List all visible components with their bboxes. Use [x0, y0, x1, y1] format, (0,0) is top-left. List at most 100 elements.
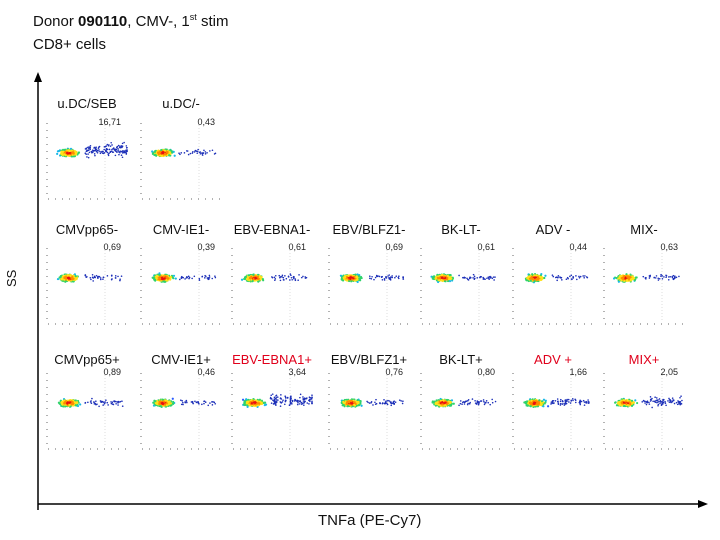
event-dot — [281, 274, 284, 277]
event-dot — [118, 153, 120, 156]
event-dot — [156, 274, 159, 277]
event-dot — [96, 151, 99, 154]
gate-percentage: 0,39 — [197, 242, 215, 252]
event-dot — [101, 150, 103, 153]
event-dot — [121, 142, 124, 145]
event-dot — [87, 153, 89, 155]
event-dot — [112, 147, 114, 150]
event-dot — [294, 398, 296, 401]
event-dot — [489, 277, 492, 279]
event-dot — [388, 400, 391, 402]
event-dot — [258, 398, 261, 401]
event-dot — [90, 150, 93, 153]
event-dot — [110, 274, 113, 277]
event-dot — [211, 277, 214, 280]
event-dot — [243, 277, 246, 281]
event-dot — [165, 404, 168, 407]
event-dot — [290, 274, 292, 277]
event-dot — [311, 394, 313, 396]
event-dot — [393, 400, 395, 403]
event-dot — [84, 274, 87, 277]
event-dot — [158, 151, 162, 154]
event-dot — [290, 395, 292, 398]
event-dot — [99, 152, 102, 155]
event-dot — [565, 278, 568, 281]
event-dot — [492, 276, 495, 278]
event-dot — [350, 280, 353, 283]
event-dot — [289, 273, 292, 275]
plot-axis-ticks — [46, 248, 127, 325]
event-dot — [207, 404, 210, 407]
event-dot — [247, 403, 251, 406]
event-dot — [114, 277, 117, 279]
gate-percentage: 0,69 — [385, 242, 403, 252]
event-dot — [96, 403, 98, 405]
event-dot — [263, 401, 266, 404]
event-dot — [467, 279, 470, 281]
event-dot — [255, 279, 258, 282]
event-dot — [64, 154, 67, 157]
event-dot — [285, 277, 288, 280]
event-dot — [438, 276, 441, 279]
event-dot — [71, 155, 75, 158]
event-dot — [107, 144, 110, 147]
event-dot — [374, 401, 376, 404]
event-dot — [280, 275, 282, 278]
event-dot — [114, 400, 117, 403]
event-dot — [345, 279, 349, 282]
event-dot — [64, 277, 67, 280]
event-dot — [151, 276, 154, 279]
event-dot — [280, 402, 283, 404]
event-dot — [375, 398, 377, 401]
event-dot — [251, 280, 254, 283]
event-dot — [89, 401, 92, 403]
event-dot — [204, 153, 207, 155]
plot-axis-ticks — [140, 123, 221, 200]
event-dot — [260, 401, 263, 404]
event-dot — [300, 276, 303, 279]
event-dot — [86, 146, 89, 149]
event-dot — [196, 150, 199, 153]
event-dot — [254, 276, 257, 279]
event-dot — [491, 277, 494, 280]
event-dot — [658, 277, 661, 280]
event-dot — [463, 277, 465, 279]
event-dot — [576, 278, 578, 281]
event-dot — [182, 401, 184, 404]
event-dot — [554, 276, 557, 279]
event-dot — [370, 401, 373, 403]
event-dot — [309, 400, 311, 403]
gate-percentage: 0,46 — [197, 367, 215, 377]
event-dot — [479, 276, 481, 279]
event-dot — [180, 277, 183, 280]
event-dot — [74, 151, 78, 154]
event-dot — [103, 151, 106, 154]
y-axis-label: SS — [4, 269, 19, 287]
event-dot — [193, 151, 196, 153]
event-dot — [552, 275, 555, 278]
event-dot — [400, 400, 402, 402]
event-dot — [119, 278, 121, 281]
event-dot — [103, 403, 106, 405]
event-dot — [556, 276, 559, 279]
event-dot — [533, 276, 536, 279]
event-dot — [118, 151, 120, 153]
event-dot — [109, 145, 112, 147]
event-dot — [85, 153, 87, 156]
event-dot — [241, 398, 245, 401]
event-dot — [111, 278, 113, 280]
event-dot — [302, 402, 305, 404]
event-dot — [95, 150, 98, 153]
event-dot — [281, 401, 284, 403]
event-dot — [372, 404, 374, 406]
event-dot — [186, 150, 189, 152]
event-dot — [645, 278, 647, 280]
event-dot — [191, 277, 193, 280]
event-dot — [180, 399, 182, 402]
event-dot — [123, 141, 125, 144]
event-dot — [276, 401, 278, 403]
event-dot — [178, 152, 180, 155]
event-dot — [356, 280, 359, 284]
event-dot — [654, 277, 657, 279]
event-dot — [674, 275, 676, 277]
